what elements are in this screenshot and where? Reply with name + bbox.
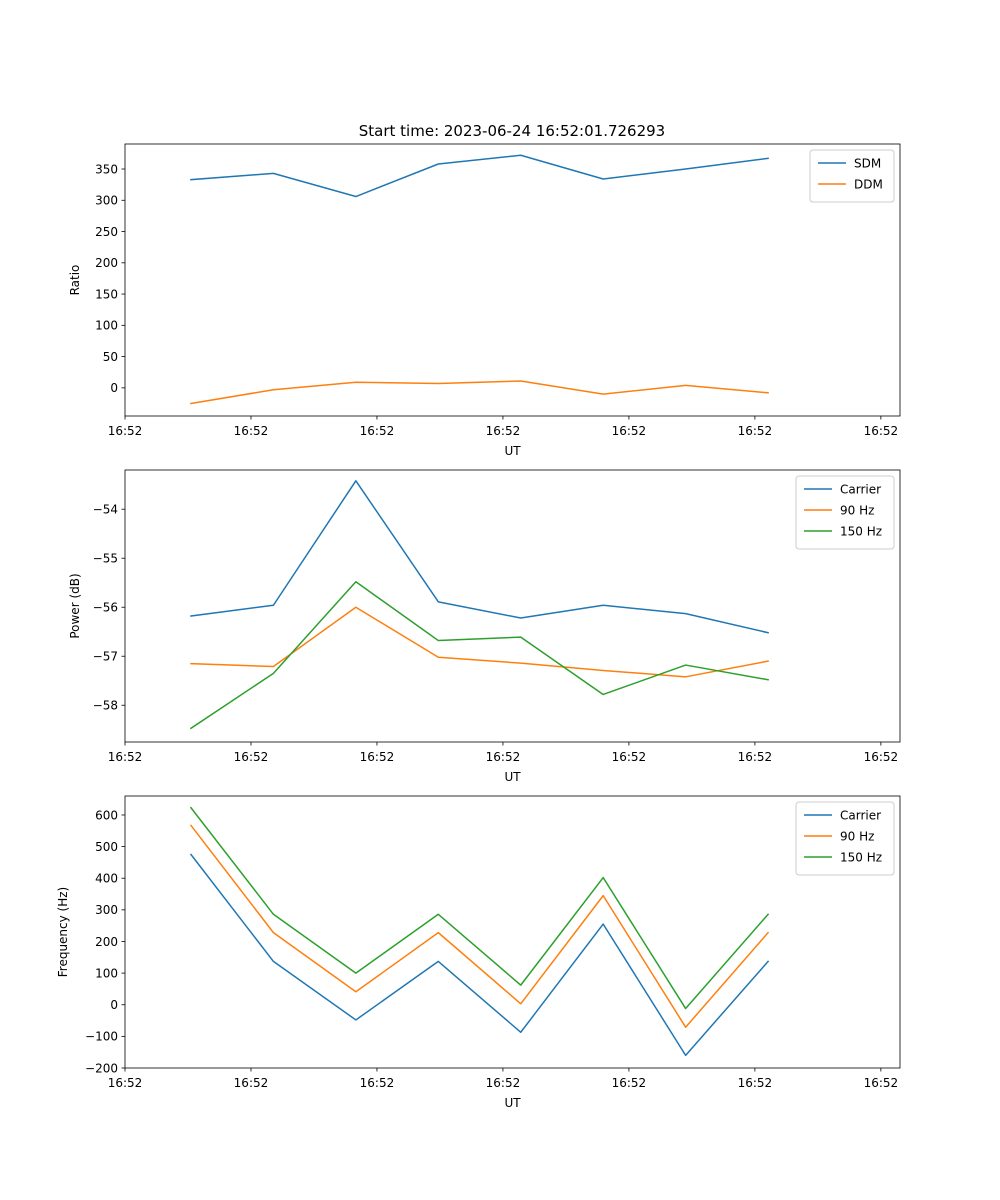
x-tick-label: 16:52 [612,750,647,764]
y-tick-label: 300 [95,903,118,917]
axes-frame [124,469,901,743]
x-tick-label: 16:52 [108,1076,143,1090]
chart-panel-3: 16:52 16:52 16:52 16:52 16:52 16:52 16:52−200−… [56,795,901,1110]
x-tick-label: 16:52 [738,1076,773,1090]
y-tick-label: 50 [103,350,118,364]
legend-label-1: SDM [854,156,881,170]
y-tick-label: 600 [95,808,118,822]
x-tick-label: 16:52 [738,750,773,764]
y-tick-label: 300 [95,194,118,208]
x-axis-label: UT [504,1096,521,1110]
x-tick-label: 16:52 [108,750,143,764]
y-tick-label: 400 [95,872,118,886]
series-line-2 [190,380,769,405]
legend-label-2: 90 Hz [840,829,874,843]
series-line-3 [189,580,769,730]
legend-label-1: Carrier [840,482,881,496]
y-tick-label: 0 [110,998,118,1012]
legend-label-2: 90 Hz [840,503,874,517]
y-tick-label: 100 [95,319,118,333]
series-line-1 [190,154,769,198]
y-tick-label: −57 [93,650,118,664]
series-line-1 [189,853,770,1057]
x-tick-label: 16:52 [360,424,395,438]
x-tick-label: 16:52 [486,424,521,438]
figure-title: Start time: 2023-06-24 16:52:01.726293 [359,122,665,140]
x-axis-label: UT [504,770,521,784]
panels: 16:52 16:52 16:52 16:52 16:52 16:52 16:52 0 50 10… [56,143,901,1110]
y-tick-label: −56 [93,601,118,615]
series-line-2 [189,824,770,1028]
x-tick-label: 16:52 [486,1076,521,1090]
x-axis-label: UT [504,444,521,458]
y-tick-label: −54 [93,503,118,517]
x-tick-label: 16:52 [234,1076,269,1090]
x-tick-label: 16:52 [486,750,521,764]
series-line-1 [190,480,769,634]
y-tick-label: 200 [95,256,118,270]
x-tick-label: 16:52 [108,424,143,438]
series-line-3 [189,806,770,1010]
chart-panel-1: 16:52 16:52 16:52 16:52 16:52 16:52 16:52 0 50 10… [68,143,901,458]
y-tick-label: 350 [95,162,118,176]
y-axis-label: Ratio [68,265,82,296]
y-tick-label: 0 [110,381,118,395]
y-tick-label: 200 [95,935,118,949]
chart-panel-2: 16:52 16:52 16:52 16:52 16:52 16:52 16:52 −58 −5… [68,469,901,784]
y-tick-label: 500 [95,840,118,854]
x-tick-label: 16:52 [360,750,395,764]
legend: Carrier 90 Hz 150 Hz [795,801,895,876]
legend-label-3: 150 Hz [840,524,882,538]
y-tick-label: 100 [95,966,118,980]
axes-frame [124,143,901,417]
y-tick-label: 150 [95,287,118,301]
legend-label-3: 150 Hz [840,850,882,864]
x-tick-label: 16:52 [612,1076,647,1090]
y-axis-label: Power (dB) [68,573,82,638]
legend: Carrier 90 Hz 150 Hz [795,475,895,550]
y-tick-label: 250 [95,225,118,239]
y-tick-label: −100 [85,1030,118,1044]
x-tick-label: 16:52 [864,1076,899,1090]
y-tick-label: −55 [93,552,118,566]
series-line-2 [190,606,769,678]
x-tick-label: 16:52 [864,424,899,438]
axes-frame [124,795,901,1069]
x-tick-label: 16:52 [738,424,773,438]
y-axis-label: Frequency (Hz) [56,887,70,978]
x-tick-label: 16:52 [612,424,647,438]
legend: SDM DDM [809,149,895,203]
y-tick-label: −58 [93,699,118,713]
x-tick-label: 16:52 [360,1076,395,1090]
legend-label-1: Carrier [840,808,881,822]
x-tick-label: 16:52 [864,750,899,764]
y-tick-label: −200 [85,1061,118,1075]
x-tick-label: 16:52 [234,750,269,764]
x-tick-label: 16:52 [234,424,269,438]
legend-label-2: DDM [854,177,883,191]
legend-box [809,149,895,203]
